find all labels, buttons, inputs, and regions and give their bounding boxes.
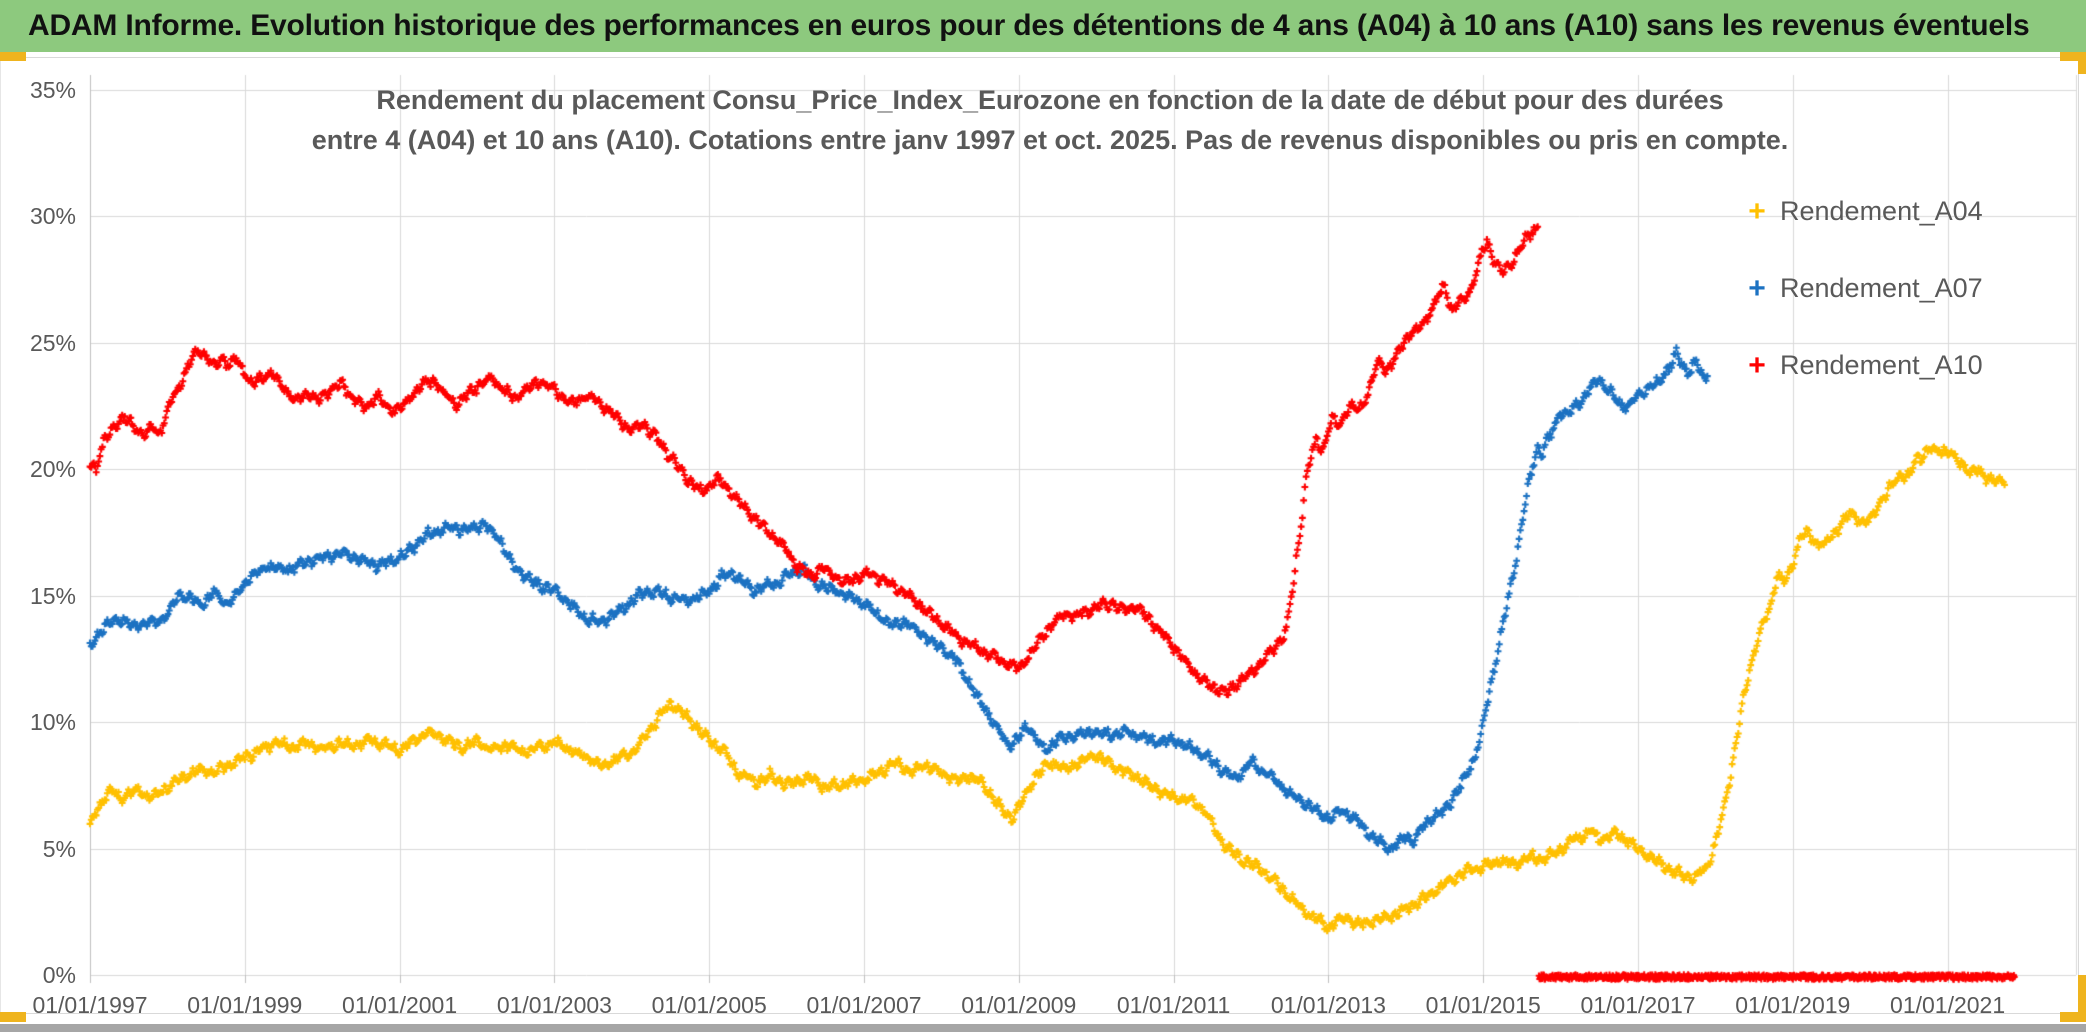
y-tick-label: 20%	[29, 456, 76, 483]
x-tick-label: 01/01/1999	[187, 992, 303, 1018]
y-tick-label: 30%	[29, 203, 76, 230]
y-tick-label: 15%	[29, 582, 76, 609]
legend-label: Rendement_A10	[1780, 350, 1983, 380]
x-tick-label: 01/01/2019	[1735, 992, 1851, 1018]
y-tick-label: 0%	[42, 962, 76, 988]
y-tick-label: 25%	[29, 329, 76, 356]
plus-marker-icon: +	[1748, 194, 1766, 228]
y-axis-labels: 0% 5% 10% 15% 20% 25% 30% 35%	[0, 0, 82, 1032]
selection-handle-bottom-left[interactable]	[0, 1012, 26, 1022]
selection-handle-top-left[interactable]	[0, 52, 26, 61]
x-tick-label: 01/01/2017	[1580, 992, 1696, 1018]
y-tick-label: 5%	[42, 835, 76, 862]
selection-handle-bottom-right[interactable]	[2060, 1012, 2086, 1022]
x-tick-label: 01/01/2011	[1116, 992, 1231, 1018]
selection-handle-bottom-right-stub[interactable]	[2078, 975, 2086, 1022]
y-tick-label: 35%	[29, 76, 76, 103]
chart-subtitle-line2: entre 4 (A04) et 10 ans (A10). Cotations…	[311, 125, 1789, 155]
selection-handle-top-right-stub[interactable]	[2078, 52, 2086, 74]
x-tick-label: 01/01/2015	[1425, 992, 1541, 1018]
plus-marker-icon: +	[1748, 271, 1766, 305]
y-tick-label: 10%	[29, 709, 76, 736]
x-tick-label: 01/01/1997	[32, 992, 148, 1018]
x-tick-label: 01/01/2009	[961, 992, 1077, 1018]
legend-item-a04[interactable]: + Rendement_A04	[1742, 194, 1983, 228]
selection-handle-top-right[interactable]	[2060, 52, 2086, 61]
x-tick-label: 01/01/2005	[651, 992, 767, 1018]
legend-item-a10[interactable]: + Rendement_A10	[1742, 348, 1983, 382]
legend-label: Rendement_A07	[1780, 273, 1983, 303]
chart-legend: + Rendement_A04 + Rendement_A07 + Rendem…	[1742, 194, 1983, 427]
legend-label: Rendement_A04	[1780, 196, 1983, 226]
chart-subtitle-line1: Rendement du placement Consu_Price_Index…	[376, 85, 1724, 115]
x-tick-label: 01/01/2003	[496, 992, 612, 1018]
x-tick-label: 01/01/2021	[1890, 992, 2006, 1018]
x-tick-label: 01/01/2013	[1270, 992, 1386, 1018]
chart-subtitle: Rendement du placement Consu_Price_Index…	[200, 80, 1900, 160]
legend-item-a07[interactable]: + Rendement_A07	[1742, 271, 1983, 305]
x-tick-label: 01/01/2001	[342, 992, 458, 1018]
x-tick-label: 01/01/2007	[806, 992, 922, 1018]
plus-marker-icon: +	[1748, 348, 1766, 382]
